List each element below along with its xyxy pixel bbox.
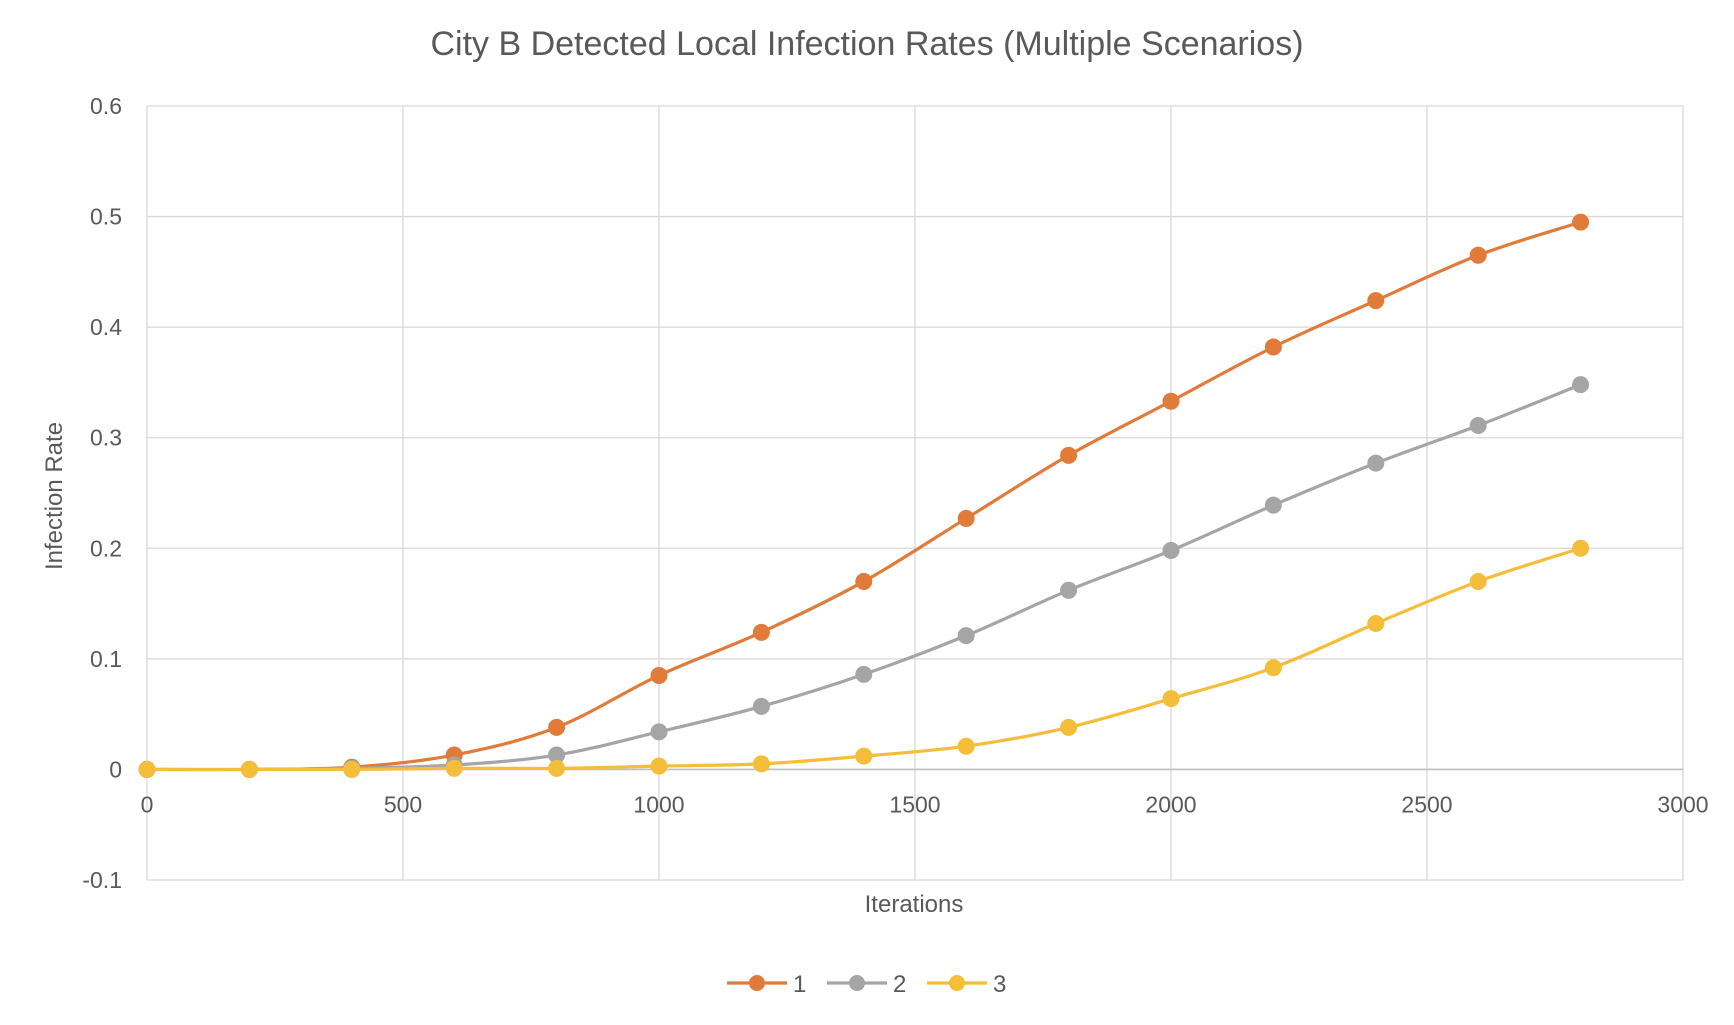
y-tick-label: 0.2 [90, 535, 122, 561]
data-point-3[interactable] [138, 760, 156, 778]
data-point-3[interactable] [548, 759, 566, 777]
data-point-1[interactable] [1367, 292, 1385, 310]
y-tick-label: 0.1 [90, 646, 122, 672]
data-point-1[interactable] [548, 718, 566, 736]
data-point-3[interactable] [650, 757, 668, 775]
data-point-1[interactable] [1572, 213, 1590, 231]
data-point-3[interactable] [1367, 614, 1385, 632]
data-point-1[interactable] [650, 666, 668, 684]
data-point-2[interactable] [1367, 454, 1385, 472]
y-tick-label: 0.4 [90, 314, 122, 340]
legend-item-1[interactable]: 1 [727, 971, 806, 998]
data-point-3[interactable] [752, 755, 770, 773]
data-point-3[interactable] [1162, 690, 1180, 708]
data-point-3[interactable] [445, 759, 463, 777]
legend-label: 3 [993, 971, 1006, 998]
grid [146, 105, 1684, 881]
x-tick-label: 3000 [1657, 791, 1708, 817]
data-point-1[interactable] [1469, 246, 1487, 264]
legend-label: 2 [893, 971, 906, 998]
y-axis-label: Infection Rate [41, 422, 68, 570]
axes: -0.1 0 0.1 0.2 0.3 0.4 0.5 0.6 0 500 1000 1500 2000 2… [82, 93, 1708, 893]
y-tick-label: 0 [109, 756, 122, 782]
data-point-3[interactable] [1060, 718, 1078, 736]
data-point-2[interactable] [1469, 417, 1487, 435]
data-point-3[interactable] [343, 760, 361, 778]
data-point-3[interactable] [957, 737, 975, 755]
legend-marker-3 [949, 975, 965, 991]
series-1 [138, 213, 1590, 778]
data-point-2[interactable] [1264, 496, 1282, 514]
data-point-3[interactable] [855, 747, 873, 765]
data-point-2[interactable] [1162, 541, 1180, 559]
data-point-2[interactable] [752, 697, 770, 715]
x-tick-label: 0 [141, 791, 154, 817]
data-point-3[interactable] [1572, 539, 1590, 557]
data-point-2[interactable] [855, 665, 873, 683]
data-point-2[interactable] [650, 723, 668, 741]
legend-item-3[interactable]: 3 [927, 971, 1006, 998]
x-axis-label: Iterations [865, 891, 964, 918]
data-point-2[interactable] [957, 627, 975, 645]
legend: 1 2 3 [727, 971, 1006, 998]
legend-item-2[interactable]: 2 [827, 971, 906, 998]
y-tick-label: 0.6 [90, 93, 122, 119]
x-tick-label: 2000 [1145, 791, 1196, 817]
series-line-1 [146, 220, 1582, 772]
data-point-2[interactable] [1572, 376, 1590, 394]
x-tick-label: 500 [384, 791, 422, 817]
y-tick-label: 0.3 [90, 425, 122, 451]
x-tick-label: 1500 [889, 791, 940, 817]
data-point-1[interactable] [855, 572, 873, 590]
data-point-3[interactable] [240, 760, 258, 778]
chart-title: City B Detected Local Infection Rates (M… [430, 25, 1303, 63]
plot-area [138, 213, 1590, 778]
legend-label: 1 [793, 971, 806, 998]
y-tick-label: -0.1 [82, 867, 122, 893]
series-3 [138, 539, 1590, 778]
data-point-1[interactable] [1060, 446, 1078, 464]
x-tick-label: 2500 [1401, 791, 1452, 817]
x-tick-label: 1000 [633, 791, 684, 817]
data-point-3[interactable] [1264, 659, 1282, 677]
y-tick-label: 0.5 [90, 204, 122, 230]
data-point-1[interactable] [957, 509, 975, 527]
legend-marker-2 [849, 975, 865, 991]
data-point-3[interactable] [1469, 572, 1487, 590]
legend-marker-1 [749, 975, 765, 991]
data-point-1[interactable] [1264, 338, 1282, 356]
data-point-1[interactable] [752, 623, 770, 641]
data-point-1[interactable] [1162, 392, 1180, 410]
data-point-2[interactable] [1060, 581, 1078, 599]
